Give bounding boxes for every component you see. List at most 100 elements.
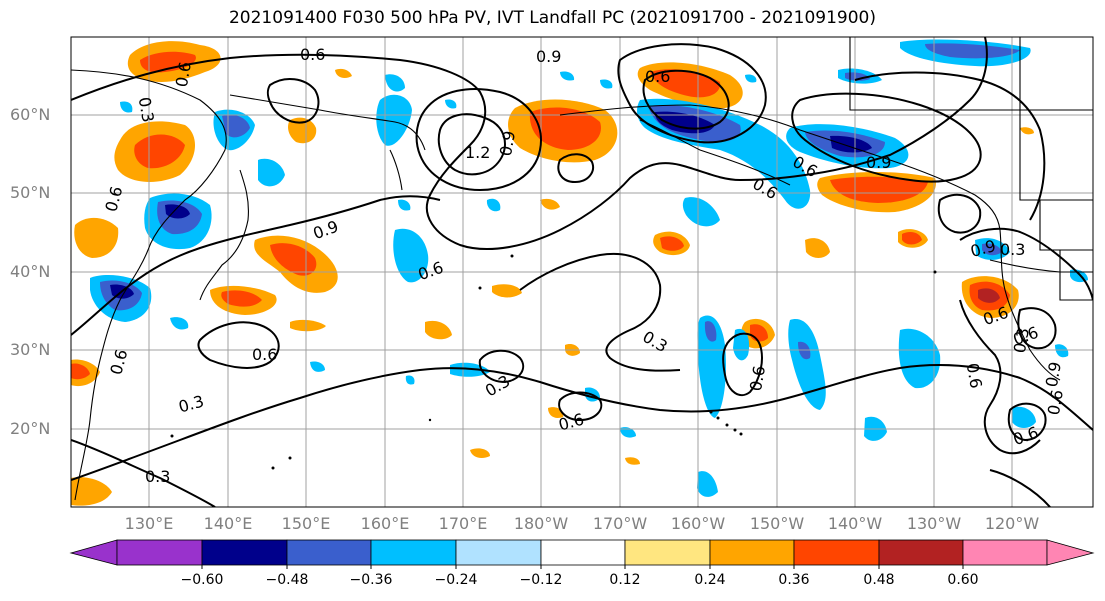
negative-anomaly-area [600, 79, 613, 89]
lon-label-130e: 130°E [124, 514, 174, 533]
contour-label: 0.3 [1010, 326, 1033, 354]
contour-label: 0.9 [1042, 360, 1065, 388]
contour-label: 0.9 [496, 129, 519, 157]
colorbar-tick-label: −0.36 [349, 572, 393, 588]
lon-label-180w: 180°W [513, 514, 569, 533]
lat-label-40n: 40°N [10, 262, 51, 281]
lon-label-170e: 170°E [438, 514, 488, 533]
negative-anomaly-area [385, 74, 405, 92]
colorbar-extend-left [69, 539, 118, 566]
colorbar-segment [624, 539, 711, 566]
colorbar-ticks [201, 565, 964, 569]
contour-label: 0.9 [866, 153, 891, 172]
colorbar-segment [793, 539, 880, 566]
contour-label: 0.3 [1000, 240, 1025, 259]
positive-anomaly-area [290, 319, 326, 332]
lon-label-160w: 160°W [670, 514, 726, 533]
contour-label: 0.9 [536, 47, 561, 66]
colorbar-segment [201, 539, 288, 566]
lat-label-60n: 60°N [10, 105, 51, 124]
negative-anomaly-area [788, 319, 826, 410]
colorbar-segment [370, 539, 457, 566]
graticule [71, 37, 1093, 507]
positive-anomaly-area [221, 290, 262, 307]
negative-anomaly-area [697, 471, 718, 497]
lon-label-130w: 130°W [906, 514, 962, 533]
negative-anomaly-area [697, 315, 726, 418]
positive-anomaly-area [902, 232, 922, 245]
positive-anomaly-area [335, 68, 352, 78]
negative-anomaly-area [170, 317, 189, 330]
colorbar-tick-label: 0.24 [694, 572, 726, 588]
colorbar-segment [455, 539, 542, 566]
negative-anomaly-area [925, 43, 1020, 59]
negative-anomaly-area [733, 328, 750, 361]
colorbar-segment [962, 539, 1048, 566]
lat-label-30n: 30°N [10, 340, 51, 359]
colorbar-segment [878, 539, 964, 566]
contour-label: 0.6 [645, 67, 670, 86]
negative-anomaly-area [398, 199, 411, 211]
negative-anomaly-area [745, 74, 757, 83]
positive-anomaly-area [134, 134, 185, 169]
positive-anomaly-area [425, 320, 452, 340]
lon-label-170w: 170°W [592, 514, 648, 533]
positive-anomaly-area [492, 284, 522, 298]
lon-label-160e: 160°E [360, 514, 410, 533]
colorbar-tick-label: −0.12 [519, 572, 563, 588]
contour-label: 1.2 [465, 143, 490, 162]
colorbar-tick-label: −0.48 [265, 572, 309, 588]
negative-anomaly-area [620, 427, 636, 438]
positive-anomaly-area [540, 198, 560, 210]
negative-anomaly-area [258, 158, 285, 187]
negative-anomaly-area [898, 328, 941, 389]
lat-label-50n: 50°N [10, 183, 51, 202]
positive-anomaly-area [288, 117, 317, 144]
lon-label-150w: 150°W [749, 514, 805, 533]
positive-anomaly-area [470, 448, 490, 458]
lat-label-20n: 20°N [10, 419, 51, 438]
colorbar-segment [709, 539, 795, 566]
colorbar-tick-label: −0.60 [180, 572, 224, 588]
positive-anomaly-area [529, 107, 601, 150]
negative-anomaly-area [982, 243, 1002, 256]
contour-label: 0.6 [963, 362, 986, 390]
pv-contours [71, 37, 1093, 507]
colorbar [69, 539, 1095, 569]
lon-label-120w: 120°W [984, 514, 1040, 533]
colorbar-segment [116, 539, 203, 566]
contour-label: 0.6 [1044, 388, 1067, 416]
positive-anomaly-area [71, 363, 90, 380]
lon-label-140e: 140°E [203, 514, 253, 533]
positive-anomaly-area [660, 236, 684, 251]
positive-anomaly-area [74, 217, 119, 258]
negative-anomaly-area [560, 71, 575, 81]
positive-anomaly-area [270, 243, 317, 276]
positive-anomaly-area [1020, 127, 1034, 135]
negative-anomaly-area [1055, 344, 1069, 358]
contour-label: 0.6 [252, 345, 277, 364]
islands [170, 254, 937, 470]
negative-anomaly-area [445, 99, 457, 109]
negative-anomaly-area [310, 361, 325, 372]
contour-label: 0.6 [172, 60, 195, 88]
contour-label: 0.6 [300, 45, 325, 64]
negative-anomaly-area [120, 101, 133, 113]
positive-anomaly-area [650, 69, 721, 98]
negative-anomaly-area [222, 114, 250, 138]
lon-label-150e: 150°E [281, 514, 331, 533]
positive-anomaly-area [140, 51, 196, 73]
negative-anomaly-area [1012, 406, 1036, 428]
colorbar-tick-label: −0.24 [434, 572, 478, 588]
contour-label: 0.3 [135, 96, 158, 124]
plot-frame [70, 36, 1094, 508]
contour-label: 0.3 [145, 467, 170, 486]
positive-anomaly-area [978, 288, 1000, 303]
negative-anomaly-area [704, 321, 717, 342]
colorbar-tick-label: 0.36 [778, 572, 810, 588]
lon-label-140w: 140°W [827, 514, 883, 533]
colorbar-segment [540, 539, 626, 566]
colorbar-tick-label: 0.60 [947, 572, 979, 588]
colorbar-extend-right [1046, 539, 1095, 566]
